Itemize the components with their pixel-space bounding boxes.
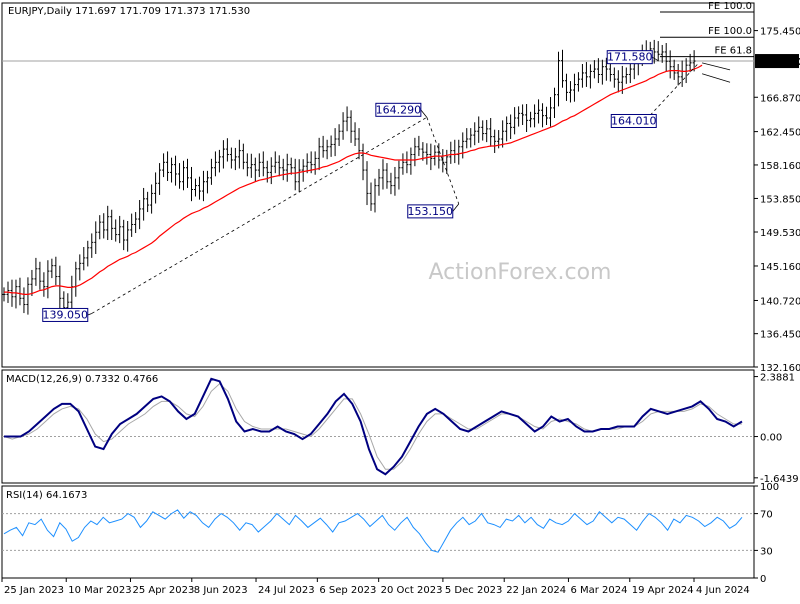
price-panel: ActionForex.com EURJPY,Daily 171.697 171.… (2, 1, 800, 374)
x-axis: 25 Jan 2023 10 Mar 2023 25 Apr 2023 8 Jun 2… (1, 578, 750, 596)
trendline (645, 63, 699, 120)
rsi-panel: RSI(14) 64.1673 100 70 30 0 (2, 482, 779, 585)
macd-tick-label: -1.6439 (760, 474, 799, 485)
x-tick-label: 25 Jan 2023 (4, 585, 64, 596)
price-label-leader (452, 203, 460, 212)
price-tick-label: 136.450 (760, 330, 800, 341)
price-tick-label: 162.450 (760, 128, 800, 139)
rsi-tick-label: 30 (760, 546, 773, 557)
trendline (91, 116, 428, 314)
macd-panel: MACD(12,26,9) 0.7332 0.4766 2.3881 0.00 -1.… (2, 373, 799, 485)
price-tick-label: 140.720 (760, 296, 800, 307)
current-price-box (755, 54, 799, 69)
price-tick-label: 175.450 (760, 27, 800, 38)
x-tick-label: 20 Oct 2023 (381, 585, 443, 596)
price-label-box (606, 50, 653, 65)
macd-title: MACD(12,26,9) 0.7332 0.4766 (6, 374, 158, 385)
price-label-text: 153.150 (408, 205, 454, 218)
x-tick-label: 19 Apr 2024 (632, 585, 694, 596)
price-label-text: 171.580 (607, 51, 653, 64)
price-tick-label: 145.160 (760, 262, 800, 273)
fib-level-label: FE 100.0 (708, 1, 752, 12)
fib-level-label: FE 61.8 (714, 46, 752, 57)
x-tick-label: 24 Jul 2023 (258, 585, 315, 596)
price-label-box (42, 307, 89, 322)
trendline (701, 73, 731, 83)
fib-level-label: FE 100.0 (708, 26, 752, 37)
rsi-tick-label: 70 (760, 510, 773, 521)
panel-frame-macd (1, 369, 755, 484)
chart-header: EURJPY,Daily 171.697 171.709 171.373 171… (8, 6, 250, 17)
watermark-text: ActionForex.com (429, 260, 612, 285)
moving-average-line (4, 64, 703, 295)
trendline (702, 62, 731, 71)
price-tick-label: 153.850 (760, 194, 800, 205)
macd-series-signal (3, 383, 742, 470)
price-label-leader (87, 313, 92, 316)
x-tick-label: 6 Mar 2024 (570, 585, 627, 596)
price-tick-label: 149.530 (760, 228, 800, 239)
price-label-box (610, 113, 657, 128)
macd-tick-label: 2.3881 (760, 373, 795, 384)
x-tick-label: 22 Jan 2024 (506, 585, 566, 596)
x-tick-label: 10 Mar 2023 (68, 585, 131, 596)
x-tick-label: 8 Jun 2023 (194, 585, 248, 596)
price-label-text: 164.010 (611, 114, 657, 127)
price-label-text: 164.290 (376, 103, 422, 116)
price-label-leader (420, 109, 428, 118)
rsi-tick-label: 0 (760, 574, 766, 585)
price-label-box (407, 204, 454, 219)
x-tick-label: 5 Dec 2023 (445, 585, 503, 596)
current-price-label: 171.530 (758, 57, 800, 68)
price-tick-label: 158.160 (760, 161, 800, 172)
x-tick-label: 6 Sep 2023 (319, 585, 376, 596)
panel-frame-rsi (1, 485, 755, 579)
price-tick-label: 166.870 (760, 93, 800, 104)
price-label-leader (652, 56, 659, 62)
ohlc-bars (2, 39, 696, 320)
price-label-box (375, 102, 422, 117)
x-tick-label: 4 Jun 2024 (696, 585, 750, 596)
macd-tick-label: 0.00 (760, 433, 782, 444)
price-tick-label: 132.160 (760, 363, 800, 374)
x-tick-label: 25 Apr 2023 (132, 585, 194, 596)
macd-series-macd (4, 377, 743, 476)
price-label-text: 139.050 (43, 308, 89, 321)
rsi-title: RSI(14) 64.1673 (6, 490, 87, 501)
rsi-tick-label: 100 (760, 482, 779, 493)
panel-frame-price (1, 2, 755, 368)
rsi-line (3, 509, 743, 553)
